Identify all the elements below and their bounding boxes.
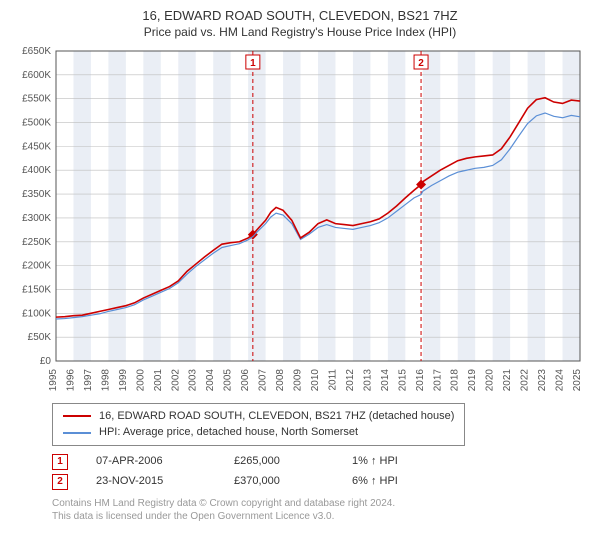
svg-text:£150K: £150K xyxy=(22,284,51,295)
svg-text:1998: 1998 xyxy=(100,368,111,391)
event-marker: 1 xyxy=(52,454,68,470)
svg-text:2017: 2017 xyxy=(432,368,443,391)
event-price: £265,000 xyxy=(234,452,324,472)
svg-text:2021: 2021 xyxy=(502,368,513,391)
legend-swatch xyxy=(63,432,91,434)
legend-label: 16, EDWARD ROAD SOUTH, CLEVEDON, BS21 7H… xyxy=(99,408,454,425)
line-chart: £0 £50K £100K £150K £200K £250K £300K £350K £400… xyxy=(12,45,586,395)
events-table: 1 07-APR-2006 £265,000 1% ↑ HPI 2 23-NOV-2015… xyxy=(52,452,588,492)
svg-text:£0: £0 xyxy=(40,356,52,367)
svg-text:2006: 2006 xyxy=(240,368,251,391)
chart-svg: £0 £50K £100K £150K £200K £250K £300K £350K £400… xyxy=(12,45,586,395)
svg-text:2025: 2025 xyxy=(572,368,583,391)
event-date: 07-APR-2006 xyxy=(96,452,206,472)
svg-text:1: 1 xyxy=(250,58,256,69)
svg-text:2001: 2001 xyxy=(153,368,164,391)
legend-label: HPI: Average price, detached house, Nort… xyxy=(99,424,358,441)
svg-text:£250K: £250K xyxy=(22,237,51,248)
footnote: Contains HM Land Registry data © Crown c… xyxy=(52,497,588,523)
page-subtitle: Price paid vs. HM Land Registry's House … xyxy=(12,25,588,39)
svg-text:2014: 2014 xyxy=(380,368,391,391)
event-date: 23-NOV-2015 xyxy=(96,472,206,492)
svg-text:£350K: £350K xyxy=(22,189,51,200)
svg-text:2016: 2016 xyxy=(415,368,426,391)
svg-text:2015: 2015 xyxy=(397,368,408,391)
svg-text:£450K: £450K xyxy=(22,141,51,152)
event-hpi: 6% ↑ HPI xyxy=(352,472,442,492)
svg-text:£400K: £400K xyxy=(22,165,51,176)
svg-text:2010: 2010 xyxy=(310,368,321,391)
svg-text:2019: 2019 xyxy=(467,368,478,391)
svg-text:£600K: £600K xyxy=(22,70,51,81)
svg-text:2005: 2005 xyxy=(223,368,234,391)
svg-text:2012: 2012 xyxy=(345,368,356,391)
svg-text:2003: 2003 xyxy=(188,368,199,391)
svg-text:£550K: £550K xyxy=(22,94,51,105)
svg-text:2008: 2008 xyxy=(275,368,286,391)
svg-text:2023: 2023 xyxy=(537,368,548,391)
svg-text:£200K: £200K xyxy=(22,261,51,272)
svg-text:1996: 1996 xyxy=(65,368,76,391)
svg-text:2018: 2018 xyxy=(450,368,461,391)
svg-text:2022: 2022 xyxy=(520,368,531,391)
svg-text:2024: 2024 xyxy=(555,368,566,391)
svg-text:2007: 2007 xyxy=(258,368,269,391)
legend: 16, EDWARD ROAD SOUTH, CLEVEDON, BS21 7H… xyxy=(52,403,465,446)
event-hpi: 1% ↑ HPI xyxy=(352,452,442,472)
svg-text:£100K: £100K xyxy=(22,308,51,319)
footnote-line: Contains HM Land Registry data © Crown c… xyxy=(52,497,588,510)
svg-text:2020: 2020 xyxy=(485,368,496,391)
legend-row: 16, EDWARD ROAD SOUTH, CLEVEDON, BS21 7H… xyxy=(63,408,454,425)
svg-text:1997: 1997 xyxy=(83,368,94,391)
svg-text:2: 2 xyxy=(418,58,424,69)
svg-text:£300K: £300K xyxy=(22,213,51,224)
svg-text:2013: 2013 xyxy=(362,368,373,391)
svg-text:2002: 2002 xyxy=(170,368,181,391)
legend-row: HPI: Average price, detached house, Nort… xyxy=(63,424,454,441)
event-marker: 2 xyxy=(52,474,68,490)
svg-text:£50K: £50K xyxy=(28,332,52,343)
svg-text:2009: 2009 xyxy=(293,368,304,391)
footnote-line: This data is licensed under the Open Gov… xyxy=(52,510,588,523)
svg-text:£650K: £650K xyxy=(22,46,51,57)
event-row: 1 07-APR-2006 £265,000 1% ↑ HPI xyxy=(52,452,588,472)
svg-text:£500K: £500K xyxy=(22,117,51,128)
event-price: £370,000 xyxy=(234,472,324,492)
event-row: 2 23-NOV-2015 £370,000 6% ↑ HPI xyxy=(52,472,588,492)
svg-text:2011: 2011 xyxy=(327,368,338,390)
svg-text:1999: 1999 xyxy=(118,368,129,391)
page-title: 16, EDWARD ROAD SOUTH, CLEVEDON, BS21 7H… xyxy=(12,8,588,25)
legend-swatch xyxy=(63,415,91,417)
svg-text:1995: 1995 xyxy=(48,368,59,391)
chart-container: 16, EDWARD ROAD SOUTH, CLEVEDON, BS21 7H… xyxy=(0,0,600,531)
svg-text:2004: 2004 xyxy=(205,368,216,391)
svg-text:2000: 2000 xyxy=(135,368,146,391)
